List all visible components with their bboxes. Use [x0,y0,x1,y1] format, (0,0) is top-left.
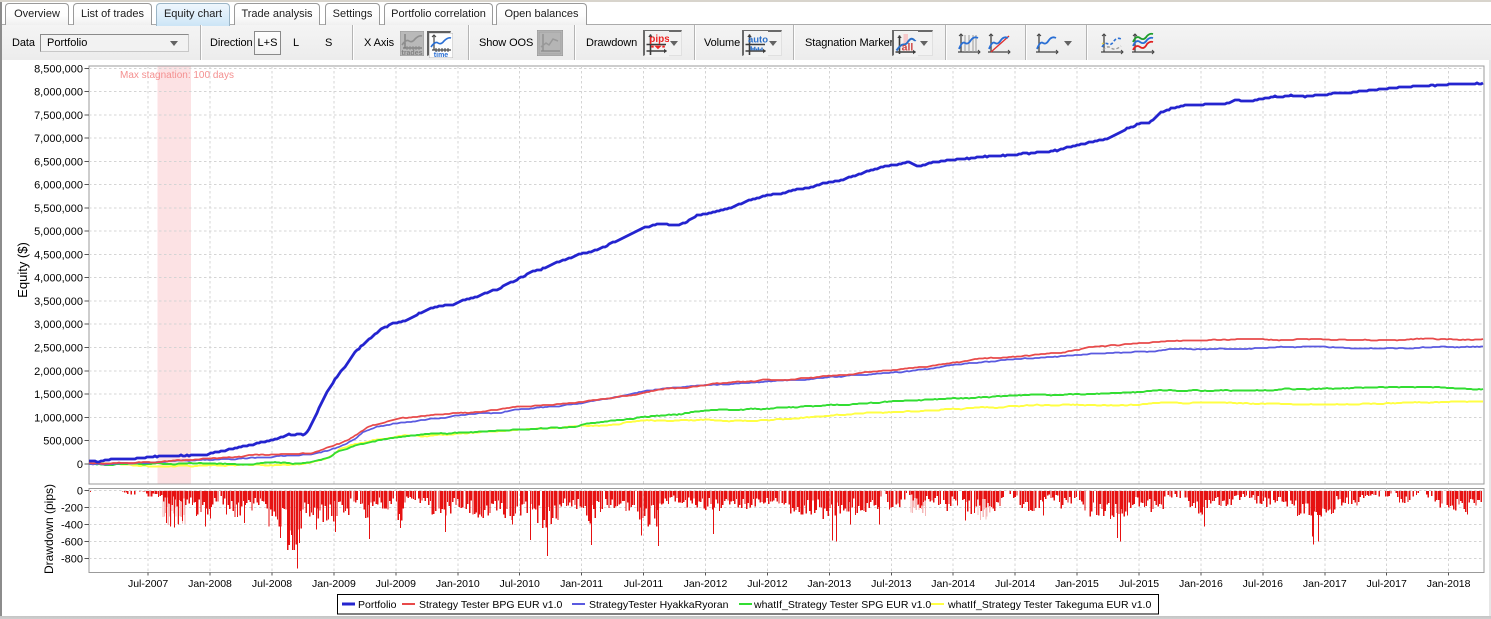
svg-text:7,000,000: 7,000,000 [34,133,83,145]
svg-text:Jan-2012: Jan-2012 [684,578,728,590]
svg-text:Jul-2010: Jul-2010 [500,578,540,590]
svg-text:Jul-2011: Jul-2011 [624,578,664,590]
svg-text:Jan-2008: Jan-2008 [188,578,232,590]
svg-text:Jan-2013: Jan-2013 [807,578,851,590]
svg-text:Jan-2011: Jan-2011 [560,578,603,590]
svg-text:Jul-2016: Jul-2016 [1243,578,1283,590]
svg-text:Jul-2008: Jul-2008 [252,578,292,590]
svg-text:8,000,000: 8,000,000 [34,87,83,99]
svg-text:5,500,000: 5,500,000 [34,203,83,215]
svg-text:3,000,000: 3,000,000 [34,319,83,331]
svg-text:-800: -800 [61,554,83,566]
svg-text:StrategyTester HyakkaRyoran: StrategyTester HyakkaRyoran [589,599,729,611]
svg-text:auto: auto [748,34,768,45]
svg-text:2,000,000: 2,000,000 [34,366,83,378]
svg-text:0: 0 [77,486,83,498]
svg-text:Drawdown (pips): Drawdown (pips) [42,484,56,574]
svg-text:7,500,000: 7,500,000 [34,110,83,122]
svg-text:1,000,000: 1,000,000 [34,412,83,424]
svg-text:Jul-2014: Jul-2014 [995,578,1035,590]
svg-text:-200: -200 [61,503,83,515]
svg-text:500,000: 500,000 [43,436,83,448]
svg-text:5,000,000: 5,000,000 [34,226,83,238]
svg-text:6,000,000: 6,000,000 [34,180,83,192]
svg-text:Jan-2014: Jan-2014 [931,578,975,590]
svg-text:Jul-2007: Jul-2007 [128,578,168,590]
svg-text:pips: pips [649,34,669,45]
svg-text:Jan-2018: Jan-2018 [1427,578,1471,590]
svg-text:Strategy Tester BPG EUR v1.0: Strategy Tester BPG EUR v1.0 [419,599,563,611]
svg-text:Jul-2012: Jul-2012 [747,578,787,590]
svg-text:Portfolio: Portfolio [358,599,397,611]
svg-text:whatIf_Strategy Tester Takegum: whatIf_Strategy Tester Takeguma EUR v1.0 [947,599,1151,611]
svg-text:-600: -600 [61,537,83,549]
svg-text:Jul-2009: Jul-2009 [376,578,416,590]
svg-text:Jan-2009: Jan-2009 [312,578,356,590]
svg-text:4,500,000: 4,500,000 [34,250,83,262]
svg-text:4,000,000: 4,000,000 [34,273,83,285]
svg-text:3,500,000: 3,500,000 [34,296,83,308]
svg-text:8,500,000: 8,500,000 [34,63,83,75]
svg-text:trades: trades [401,50,422,56]
svg-text:Jan-2017: Jan-2017 [1303,578,1347,590]
svg-text:Jul-2013: Jul-2013 [871,578,911,590]
svg-text:0: 0 [77,459,83,471]
svg-text:Jul-2017: Jul-2017 [1367,578,1407,590]
svg-text:Max stagnation: 100 days: Max stagnation: 100 days [120,70,234,81]
svg-text:Jan-2015: Jan-2015 [1055,578,1099,590]
svg-text:Jul-2015: Jul-2015 [1119,578,1159,590]
svg-text:2,500,000: 2,500,000 [34,343,83,355]
svg-text:1,500,000: 1,500,000 [34,389,83,401]
svg-text:Equity ($): Equity ($) [15,242,30,298]
svg-text:time: time [434,52,449,58]
svg-text:all: all [902,41,914,53]
svg-text:Jan-2010: Jan-2010 [436,578,480,590]
svg-text:Jan-2016: Jan-2016 [1179,578,1223,590]
svg-text:-400: -400 [61,520,83,532]
svg-text:6,500,000: 6,500,000 [34,156,83,168]
svg-text:whatIf_Strategy Tester SPG EUR: whatIf_Strategy Tester SPG EUR v1.0 [753,599,931,611]
